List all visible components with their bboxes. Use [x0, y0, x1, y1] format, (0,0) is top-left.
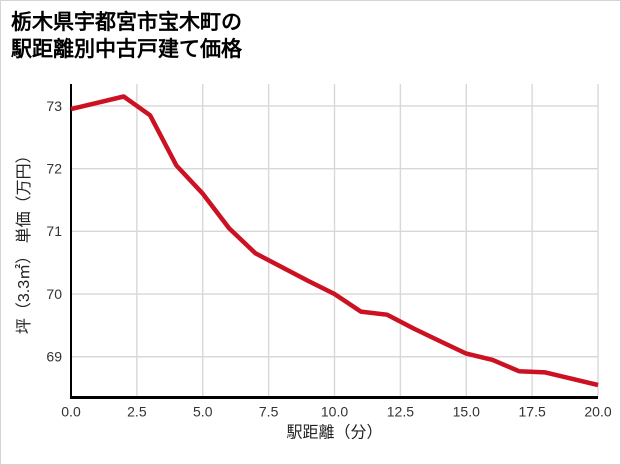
y-tick-label: 70: [46, 286, 62, 302]
x-tick-label: 7.5: [259, 404, 279, 420]
x-tick-label: 0.0: [61, 404, 81, 420]
series-layer: [70, 94, 599, 388]
x-tick-label: 5.0: [193, 404, 213, 420]
ticks-layer: 69 70 71 72 73 0.0 2.5 5.0 7.5 10.0 12.5 15.0 17.5 20…: [46, 98, 611, 420]
chart-title: 栃木県宇都宮市宝木町の 駅距離別中古戸建て価格: [11, 9, 242, 63]
x-tick-label: 10.0: [321, 404, 348, 420]
y-tick-label: 73: [46, 98, 62, 114]
y-tick-label: 71: [46, 223, 62, 239]
price-line-series: [70, 94, 599, 388]
grid-layer: [71, 84, 599, 398]
y-axis-label: 坪（3.3㎡） 単価（万円）: [15, 147, 33, 334]
y-tick-label: 69: [46, 349, 62, 365]
x-tick-label: 20.0: [584, 404, 611, 420]
x-tick-label: 2.5: [127, 404, 147, 420]
x-tick-label: 15.0: [453, 404, 480, 420]
x-axis-label: 駅距離（分）: [286, 424, 382, 442]
x-tick-label: 12.5: [387, 404, 414, 420]
axes-spines: [70, 84, 598, 399]
x-tick-label: 17.5: [519, 404, 546, 420]
chart-title-line-2: 駅距離別中古戸建て価格: [11, 38, 242, 61]
y-tick-label: 72: [46, 161, 62, 177]
chart-title-line-1: 栃木県宇都宮市宝木町の: [11, 11, 242, 34]
